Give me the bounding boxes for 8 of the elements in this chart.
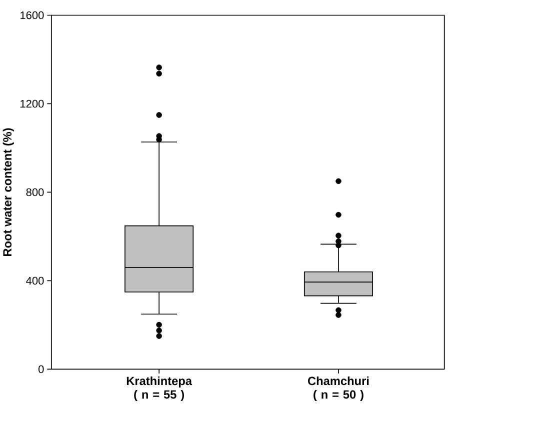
x-tick-label: Krathintepa ( n = 55 ) <box>126 376 192 401</box>
y-axis-title: Root water content (%) <box>2 128 14 256</box>
y-tick-label: 1200 <box>20 100 44 108</box>
y-tick-label: 800 <box>26 188 44 196</box>
y-tick-label: 1600 <box>20 11 44 20</box>
y-tick-label: 0 <box>38 365 44 373</box>
y-tick-label: 400 <box>26 276 44 284</box>
x-tick-label: Chamchuri ( n = 50 ) <box>308 376 369 401</box>
